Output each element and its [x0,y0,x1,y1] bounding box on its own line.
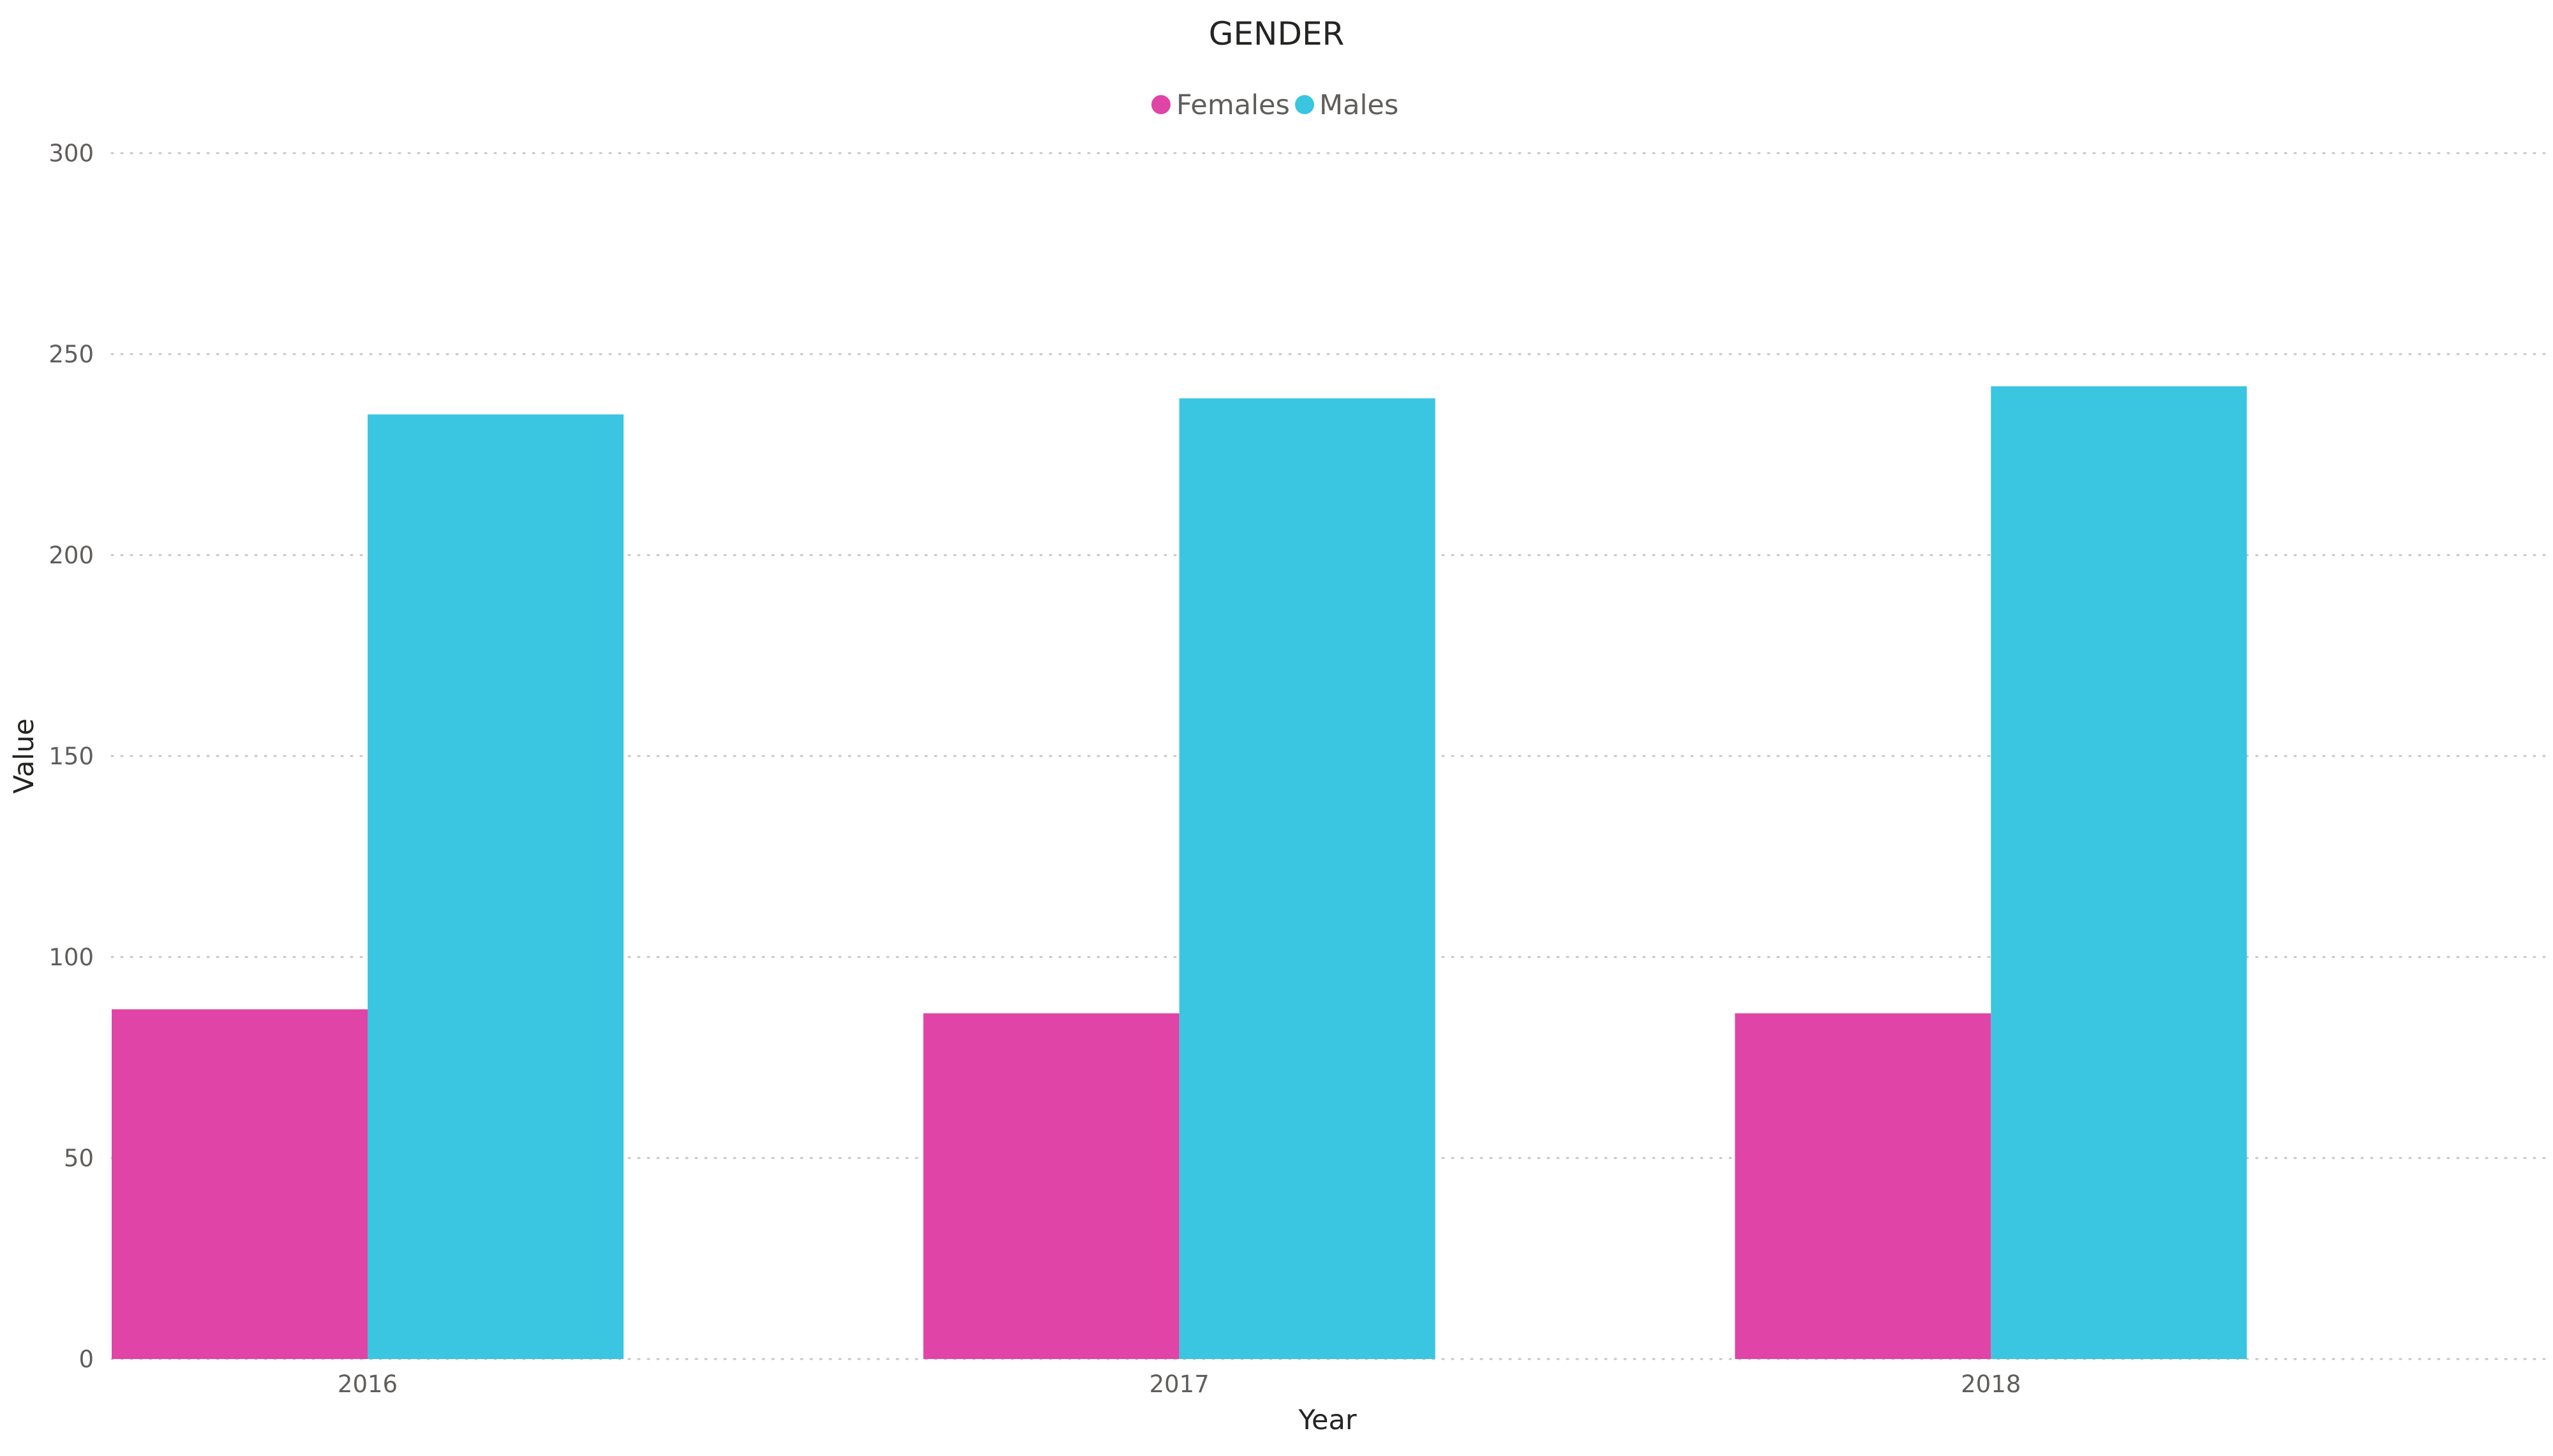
bars [112,386,2247,1359]
legend: Females Males [1151,89,1398,121]
bar-females-2016[interactable] [112,1009,368,1359]
y-tick-label-150: 150 [49,743,94,770]
x-tick-label-2016: 2016 [338,1371,398,1398]
x-tick-label-2018: 2018 [1961,1371,2021,1398]
bar-males-2018[interactable] [1991,386,2247,1359]
x-tick-label-2017: 2017 [1149,1371,1209,1398]
chart-title: GENDER [1209,15,1345,52]
bar-males-2017[interactable] [1179,398,1435,1359]
y-axis-ticks: 0 50 100 150 200 250 300 [49,140,94,1373]
y-axis-title: Value [8,718,40,794]
bar-females-2017[interactable] [923,1013,1179,1359]
y-tick-label-300: 300 [49,140,94,167]
y-tick-label-250: 250 [49,341,94,368]
legend-marker-males [1295,95,1314,114]
y-tick-label-200: 200 [49,542,94,569]
x-axis-ticks: 2016 2017 2018 [338,1371,2021,1398]
legend-marker-females [1151,95,1171,114]
y-tick-label-0: 0 [79,1346,94,1373]
bar-males-2016[interactable] [368,414,624,1360]
y-tick-label-100: 100 [49,944,94,971]
legend-label-females: Females [1176,89,1290,121]
legend-label-males: Males [1319,89,1398,121]
y-tick-label-50: 50 [64,1145,94,1172]
x-axis-title: Year [1298,1404,1356,1436]
bar-females-2018[interactable] [1735,1013,1991,1359]
